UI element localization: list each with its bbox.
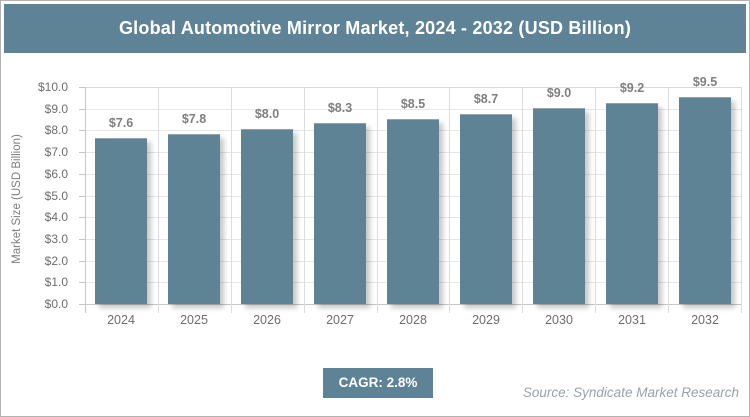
y-axis-tick: [79, 282, 85, 284]
horizontal-gridline: [85, 87, 741, 88]
x-tick-label: 2032: [691, 313, 719, 327]
bar-value-label: $8.7: [473, 92, 499, 106]
y-axis-tick-labels: $10.0 $9.0 $8.0 $7.0 $6.0 $5.0 $4.0 $3.0 $2.0 $1.…: [1, 80, 77, 311]
bar-2025: [168, 134, 220, 304]
vertical-gridline: [304, 87, 305, 313]
x-tick-label: 2031: [618, 313, 646, 327]
y-tick-label: $7.0: [44, 145, 68, 160]
vertical-gridline: [231, 87, 232, 313]
vertical-gridline: [377, 87, 378, 313]
x-tick-label: 2025: [180, 313, 208, 327]
bar-value-label: $8.0: [254, 107, 280, 121]
y-axis-tick: [79, 152, 85, 154]
y-axis-tick: [79, 304, 85, 305]
bar-2024: [95, 138, 147, 304]
horizontal-gridline: [85, 108, 741, 110]
y-axis-tick: [79, 217, 85, 219]
y-tick-label: $1.0: [44, 275, 68, 290]
y-axis-tick: [79, 238, 85, 240]
bar-2032: [679, 97, 731, 304]
bar-value-label: $9.0: [546, 86, 572, 100]
bar-value-label: $8.5: [400, 97, 426, 111]
bar-2029: [460, 114, 512, 304]
y-tick-label: $4.0: [44, 210, 68, 225]
plot-area: $7.6 $7.8 $8.0 $8.3 $8.5 $8.7 $9.0 $9.2 $9.5: [79, 75, 742, 313]
vertical-gridline: [595, 87, 596, 313]
y-tick-label: $8.0: [44, 123, 68, 138]
x-tick-label: 2027: [326, 313, 354, 327]
bar-2028: [387, 119, 439, 304]
x-tick-label: 2030: [545, 313, 573, 327]
chart-title: Global Automotive Mirror Market, 2024 - …: [4, 4, 746, 53]
vertical-gridline: [668, 87, 669, 313]
vertical-gridline: [158, 87, 159, 313]
bar-value-label: $8.3: [327, 101, 353, 115]
x-tick-label: 2028: [399, 313, 427, 327]
y-axis-tick: [79, 108, 85, 110]
bar-2031: [606, 103, 658, 304]
source-text: Source: Syndicate Market Research: [522, 385, 739, 400]
y-tick-label: $6.0: [44, 166, 68, 181]
x-tick-label: 2029: [472, 313, 500, 327]
y-tick-label: $9.0: [44, 101, 68, 116]
x-axis-tick-labels: 2024 2025 2026 2027 2028 2029 2030 2031 2032: [1, 313, 749, 331]
y-tick-label: $10.0: [37, 80, 68, 94]
y-axis-line: [85, 87, 86, 313]
bar-value-label: $7.6: [108, 116, 134, 130]
x-tick-label: 2026: [253, 313, 281, 327]
bar-value-label: $7.8: [181, 112, 207, 126]
y-tick-label: $3.0: [44, 231, 68, 246]
bar-2026: [241, 129, 293, 304]
y-tick-label: $2.0: [44, 253, 68, 268]
y-axis-tick: [79, 173, 85, 175]
bar-2027: [314, 123, 366, 304]
vertical-gridline: [449, 87, 450, 313]
bar-value-label: $9.2: [619, 81, 645, 95]
horizontal-gridline: [85, 304, 741, 305]
y-axis-tick: [79, 87, 85, 88]
y-axis-tick: [79, 130, 85, 132]
y-axis-tick: [79, 195, 85, 197]
x-tick-label: 2024: [107, 313, 135, 327]
y-tick-label: $0.0: [44, 297, 68, 311]
vertical-gridline: [522, 87, 523, 313]
bar-2030: [533, 108, 585, 304]
bar-value-label: $9.5: [692, 75, 718, 89]
y-axis-tick: [79, 260, 85, 262]
y-tick-label: $5.0: [44, 188, 68, 203]
vertical-gridline: [741, 87, 742, 313]
cagr-badge: CAGR: 2.8%: [323, 368, 433, 398]
